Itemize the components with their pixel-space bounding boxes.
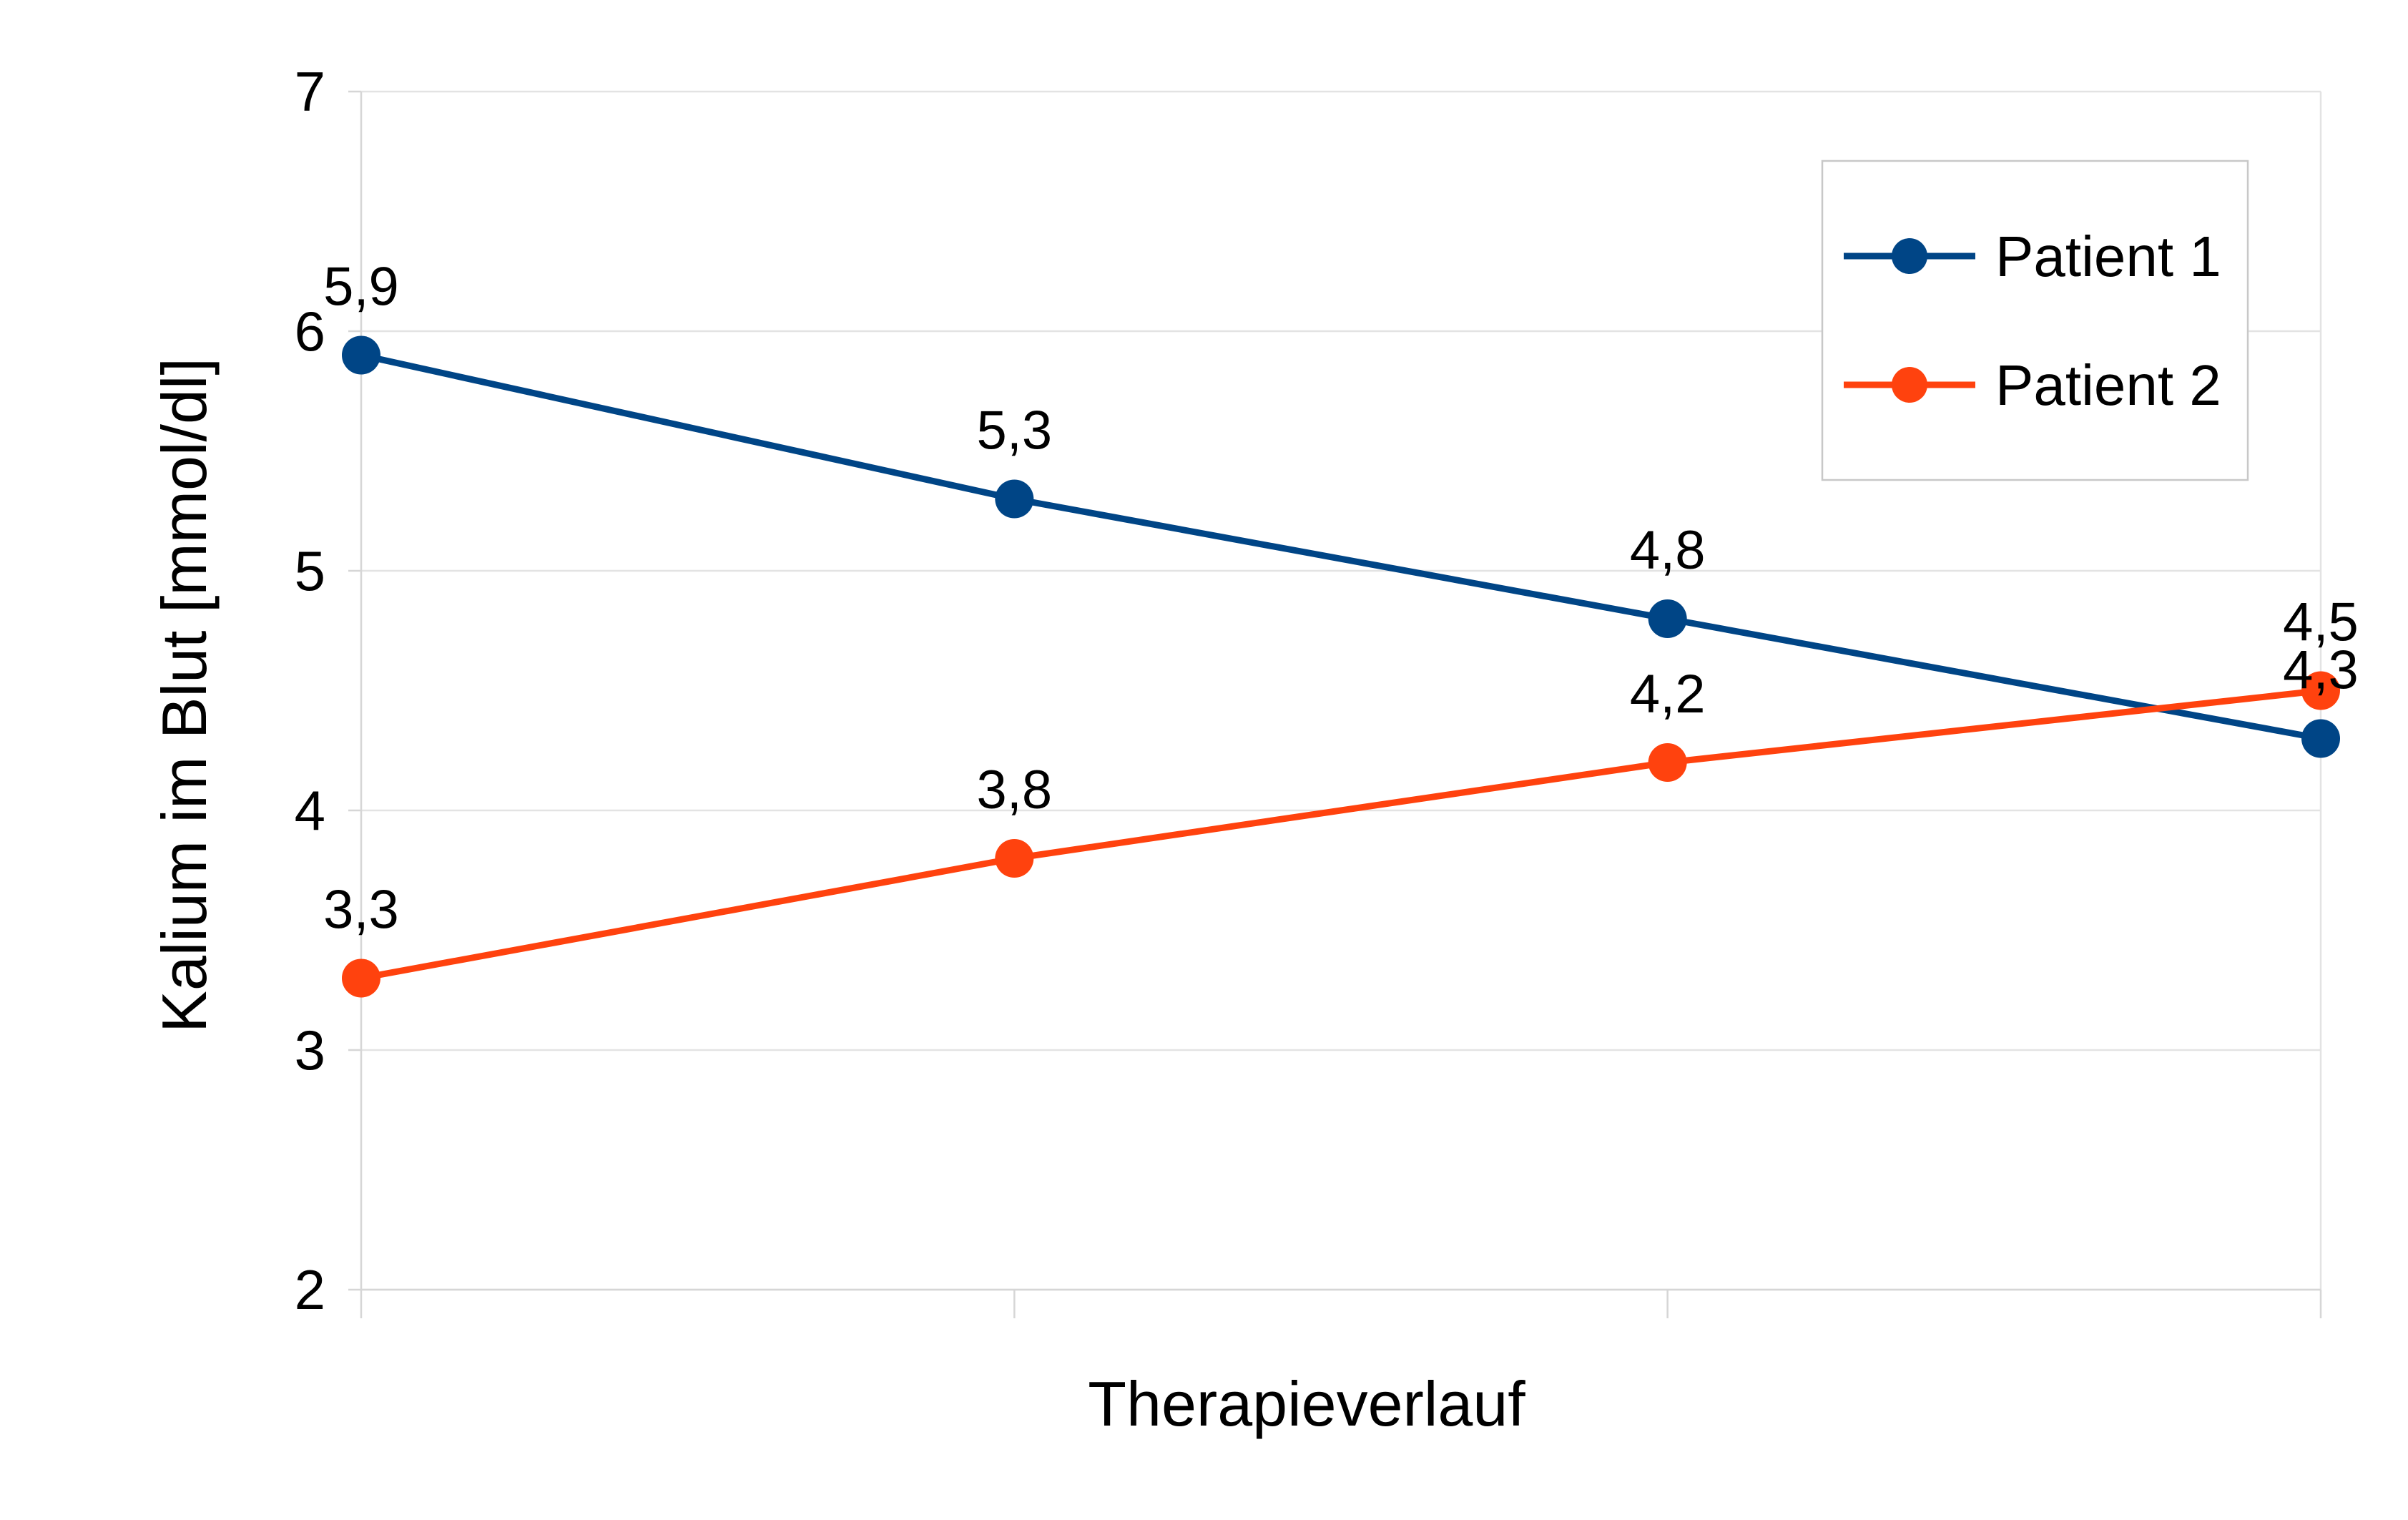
- data-point: [2301, 719, 2340, 758]
- legend-swatch-marker: [1892, 238, 1927, 274]
- y-axis-title: Kalium im Blut [mmol/dl]: [149, 358, 220, 1033]
- y-tick-labels: 2 3 4 5 6 7: [295, 60, 325, 1321]
- y-tick-label: 3: [295, 1019, 325, 1082]
- data-point: [995, 839, 1034, 878]
- data-label: 4,8: [1630, 520, 1706, 581]
- data-label: 3,8: [977, 760, 1053, 820]
- data-label: 4,5: [2283, 592, 2359, 653]
- series-line-2: [360, 687, 2321, 981]
- series-lines: [342, 335, 2340, 998]
- data-label: 4,3: [2283, 640, 2359, 701]
- data-point: [1648, 599, 1687, 638]
- data-point: [995, 479, 1034, 519]
- data-point: [342, 335, 380, 375]
- legend-item-patient-1: Patient 1: [1844, 225, 2221, 288]
- legend-label-patient-1: Patient 1: [1995, 225, 2221, 288]
- y-tick-label: 2: [295, 1258, 325, 1321]
- y-tick-label: 5: [295, 539, 325, 602]
- legend-swatch-marker: [1892, 367, 1927, 403]
- y-tick-label: 6: [295, 300, 325, 363]
- axes: [348, 90, 2322, 1318]
- data-point: [2301, 671, 2340, 710]
- data-labels: 5,9 5,3 4,8 4,3 3,3 3,8 4,2 4,5: [323, 257, 2359, 941]
- data-point: [1648, 743, 1687, 782]
- series-line-1: [360, 352, 2321, 742]
- data-point: [342, 958, 380, 998]
- legend-label-patient-2: Patient 2: [1995, 353, 2221, 417]
- data-label: 5,3: [977, 401, 1053, 461]
- legend-item-patient-2: Patient 2: [1844, 353, 2221, 417]
- legend-box: [1821, 160, 2249, 481]
- data-label: 3,3: [323, 880, 399, 941]
- legend: Patient 1 Patient 2: [1821, 160, 2249, 481]
- data-label: 4,2: [1630, 664, 1706, 725]
- y-tick-label: 4: [295, 779, 325, 842]
- data-label: 5,9: [323, 257, 399, 318]
- y-tick-label: 7: [295, 60, 325, 123]
- x-axis-title: Therapieverlauf: [1088, 1368, 1525, 1439]
